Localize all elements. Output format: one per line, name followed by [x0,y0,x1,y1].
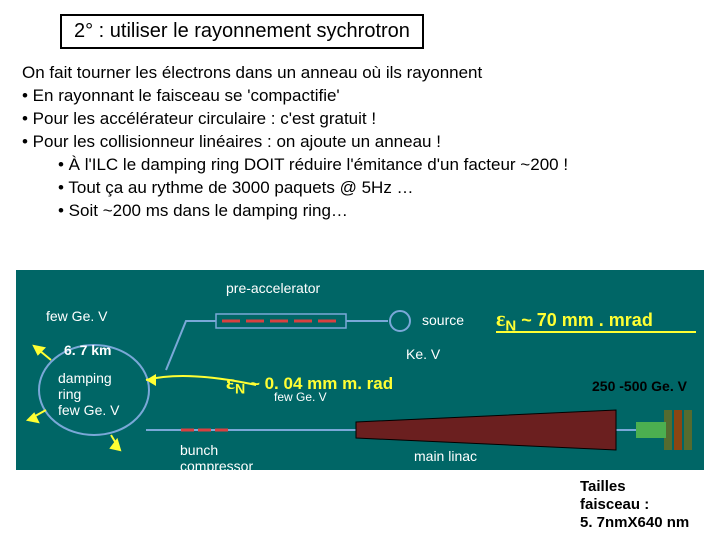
accelerator-diagram: pre-accelerator few Ge. V source 6. 7 km… [16,270,704,470]
bullet-line: • Pour les collisionneur linéaires : on … [22,131,568,154]
bullet-list: On fait tourner les électrons dans un an… [22,62,568,223]
kev-label: Ke. V [406,346,440,362]
bunch-label-1: bunch [180,442,253,458]
few-gev-label: few Ge. V [46,308,107,324]
epsilon-symbol: ε [226,370,235,394]
bunch-compressor-label: bunch compressor [180,442,253,474]
bullet-line: • À l'ILC le damping ring DOIT réduire l… [58,154,568,177]
slide-title: 2° : utiliser le rayonnement sychrotron [60,14,424,49]
note-line: 5. 7nmX640 nm [580,514,689,532]
slide: 2° : utiliser le rayonnement sychrotron … [0,0,720,540]
damping-label-1: damping [58,370,119,386]
damping-ring-label: damping ring few Ge. V [58,370,119,418]
bunch-label-2: compressor [180,458,253,474]
emittance-source: εN ~ 70 mm . mrad [496,306,653,335]
note-line: Tailles [580,478,689,496]
eps1-value: ~ 70 mm . mrad [516,310,653,330]
damping-label-2: ring [58,386,119,402]
bullet-line: • Soit ~200 ms dans le damping ring… [58,200,568,223]
energy-label: 250 -500 Ge. V [592,378,687,394]
bullet-line: • Pour les accélérateur circulaire : c'e… [22,108,568,131]
note-line: faisceau : [580,496,689,514]
epsilon-sub: N [235,381,245,397]
pre-accelerator-label: pre-accelerator [226,280,320,296]
damping-label-3: few Ge. V [58,402,119,418]
bullet-line: • Tout ça au rythme de 3000 paquets @ 5H… [58,177,568,200]
source-circle-icon [390,311,410,331]
injection-line-icon [166,321,216,370]
beam-size-note: Tailles faisceau : 5. 7nmX640 nm [580,478,689,532]
eps2-arrowhead-icon [146,374,156,386]
source-label: source [422,312,464,328]
main-linac-label: main linac [414,448,477,464]
few-gev-2-label: few Ge. V [274,390,327,404]
bullet-line: On fait tourner les électrons dans un an… [22,62,568,85]
epsilon-sub: N [505,318,516,335]
main-linac-icon [356,410,616,450]
epsilon-symbol: ε [496,306,505,331]
ring-length-label: 6. 7 km [64,342,111,358]
bullet-line: • En rayonnant le faisceau se 'compactif… [22,85,568,108]
interaction-point-icon [636,410,692,450]
